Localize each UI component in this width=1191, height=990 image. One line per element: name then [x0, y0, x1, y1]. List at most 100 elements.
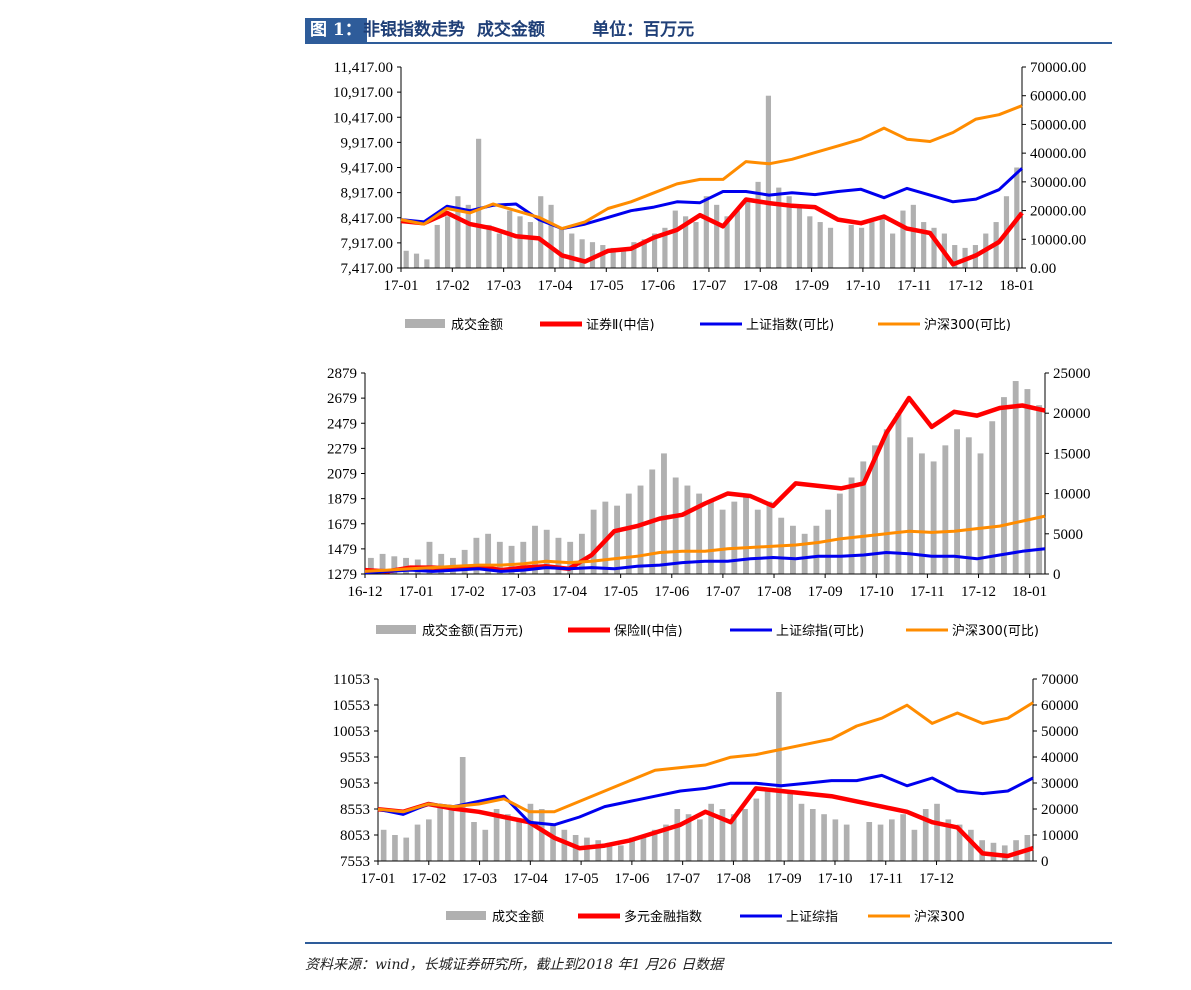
volume-bar [990, 842, 997, 861]
volume-bar [476, 138, 482, 268]
volume-bar [977, 453, 984, 574]
x-tick-label: 17-04 [537, 278, 572, 294]
right-tick-label: 50000 [1041, 724, 1079, 740]
volume-bar [776, 187, 782, 268]
volume-bar [663, 824, 669, 861]
left-tick-label: 11,417.00 [334, 60, 393, 76]
volume-bar [968, 829, 974, 861]
x-tick-label: 17-06 [654, 584, 689, 600]
volume-bar [672, 210, 678, 268]
volume-bar [589, 242, 596, 268]
volume-bar [696, 493, 703, 574]
left-tick-label: 1679 [327, 517, 357, 533]
left-tick-label: 9553 [340, 750, 370, 766]
figure-title: 非银指数走势 成交金额 单位：百万元 [363, 20, 695, 40]
volume-bar [620, 250, 627, 268]
x-tick-label: 17-12 [948, 278, 983, 294]
volume-bar [414, 824, 421, 861]
volume-bar [496, 233, 502, 268]
legend-label: 沪深300(可比) [952, 623, 1039, 639]
volume-bar [731, 501, 738, 574]
volume-bar [766, 501, 773, 574]
right-tick-label: 15000 [1053, 446, 1091, 462]
right-tick-label: 20000 [1041, 802, 1079, 818]
volume-bar [578, 533, 585, 574]
volume-bar [567, 541, 574, 574]
volume-bar [776, 692, 782, 861]
volume-bar [674, 809, 681, 861]
volume-bar [496, 541, 503, 574]
volume-bar [719, 509, 726, 574]
volume-bar [922, 809, 929, 861]
legend-swatch-volume [446, 911, 486, 920]
x-tick-label: 17-09 [808, 584, 843, 600]
x-tick-label: 17-05 [589, 278, 624, 294]
volume-bar [786, 196, 792, 268]
left-tick-label: 9,417.00 [341, 161, 394, 177]
right-tick-label: 30000 [1041, 776, 1079, 792]
legend-label: 成交金额(百万元) [422, 623, 523, 639]
left-tick-label: 7553 [340, 854, 370, 870]
legend-label: 证券Ⅱ(中信) [586, 317, 655, 333]
x-tick-label: 17-03 [486, 278, 521, 294]
legend-swatch-volume [405, 319, 445, 328]
volume-bar [520, 541, 527, 574]
x-tick-label: 17-04 [513, 871, 548, 887]
volume-bar [614, 505, 620, 574]
volume-bar [640, 835, 647, 861]
left-tick-label: 9,917.00 [341, 135, 394, 151]
left-tick-label: 1279 [327, 567, 357, 583]
x-tick-label: 17-11 [910, 584, 944, 600]
volume-bar [753, 798, 760, 861]
volume-bar [380, 829, 387, 861]
volume-bar [1012, 381, 1019, 574]
volume-bar [550, 824, 556, 861]
volume-bar [473, 537, 480, 574]
volume-bar [703, 196, 709, 268]
x-tick-label: 17-02 [411, 871, 446, 887]
volume-bar [455, 196, 461, 268]
volume-bar [579, 239, 585, 268]
left-tick-label: 2479 [327, 416, 357, 432]
right-tick-label: 5000 [1053, 527, 1083, 543]
volume-bar [617, 845, 624, 861]
right-tick-label: 10000.00 [1030, 232, 1086, 248]
volume-bar [485, 533, 492, 574]
volume-bar [743, 493, 749, 574]
x-tick-label: 17-11 [897, 278, 931, 294]
volume-bar [425, 819, 432, 861]
volume-bar [930, 461, 937, 574]
left-tick-label: 9053 [340, 776, 370, 792]
volume-bar [1024, 389, 1031, 574]
volume-bar [651, 233, 658, 268]
volume-bar [426, 541, 433, 574]
volume-bar [945, 819, 952, 861]
volume-bar [817, 222, 823, 268]
x-tick-label: 17-11 [869, 871, 903, 887]
volume-bar [403, 557, 409, 574]
x-tick-label: 17-07 [665, 871, 700, 887]
volume-bar [697, 819, 703, 861]
volume-bar [569, 233, 575, 268]
volume-bar [900, 210, 906, 268]
volume-bar [714, 204, 720, 268]
x-tick-label: 17-02 [435, 278, 470, 294]
right-tick-label: 70000 [1041, 672, 1079, 688]
x-tick-label: 17-10 [859, 584, 894, 600]
volume-bar [942, 445, 949, 574]
volume-bar [745, 199, 751, 268]
volume-bar [910, 204, 916, 268]
volume-bar [517, 216, 523, 268]
volume-bar [832, 819, 839, 861]
volume-bar [765, 95, 772, 268]
legend-label: 成交金额 [492, 909, 544, 925]
volume-bar [952, 245, 958, 268]
x-tick-label: 17-12 [961, 584, 996, 600]
left-tick-label: 1479 [327, 542, 357, 558]
volume-bar [890, 233, 896, 268]
volume-bar [424, 259, 430, 268]
volume-bar [866, 822, 873, 861]
volume-bar [561, 829, 568, 861]
volume-bar [1013, 840, 1019, 861]
volume-bar [931, 227, 937, 268]
